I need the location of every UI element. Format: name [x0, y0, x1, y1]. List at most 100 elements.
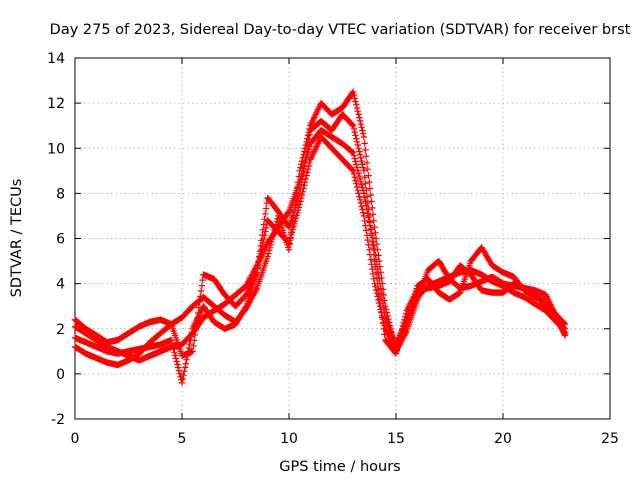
- data-point: [369, 245, 377, 252]
- data-point: [358, 124, 365, 131]
- data-point: [403, 307, 410, 314]
- data-point: [354, 187, 361, 194]
- data-point: [267, 241, 274, 249]
- data-point: [264, 253, 271, 260]
- data-point: [350, 91, 358, 99]
- data-point: [269, 233, 277, 240]
- data-point: [394, 344, 401, 351]
- data-point: [369, 238, 376, 245]
- data-point: [178, 379, 186, 387]
- data-point: [352, 98, 359, 105]
- data-point: [301, 163, 308, 170]
- data-point: [367, 225, 374, 232]
- data-point: [298, 181, 305, 188]
- data-point: [364, 166, 371, 173]
- data-point: [356, 117, 364, 125]
- y-axis: -2 0 2 4 6 8 10 12 14: [47, 51, 610, 428]
- data-point: [374, 246, 381, 253]
- data-point: [376, 297, 384, 304]
- data-point: [382, 306, 390, 313]
- data-point: [349, 121, 356, 129]
- data-point: [362, 222, 369, 229]
- data-point: [354, 108, 361, 115]
- data-point: [259, 231, 266, 239]
- data-point: [380, 319, 387, 326]
- x-axis: 0 5 10 15 20 25: [71, 58, 619, 447]
- data-point: [294, 184, 301, 191]
- data-point: [353, 104, 361, 112]
- data-point: [409, 295, 416, 303]
- data-point: [395, 341, 402, 348]
- data-point: [375, 296, 382, 303]
- data-point: [357, 154, 364, 162]
- data-point: [351, 95, 358, 102]
- data-point: [373, 274, 381, 282]
- data-point: [384, 312, 391, 320]
- data-point: [198, 282, 206, 289]
- data-point: [262, 205, 270, 212]
- data-point: [306, 131, 313, 138]
- data-point: [351, 155, 358, 162]
- data-point: [171, 349, 178, 356]
- data-point: [398, 328, 405, 336]
- data-point: [398, 325, 406, 333]
- data-point: [269, 235, 276, 243]
- data-point: [362, 180, 369, 187]
- x-tick-label: 0: [71, 431, 80, 447]
- data-point: [366, 246, 373, 253]
- data-point: [350, 170, 358, 178]
- y-tick-label: 4: [56, 277, 65, 293]
- data-point: [358, 203, 365, 210]
- data-point: [304, 145, 311, 152]
- data-point: [363, 187, 370, 194]
- data-point: [197, 287, 205, 295]
- data-point: [402, 313, 409, 320]
- data-point: [298, 176, 306, 183]
- data-point: [350, 149, 357, 156]
- data-point: [365, 172, 372, 179]
- y-tick-label: 10: [47, 141, 65, 157]
- chart-title: Day 275 of 2023, Sidereal Day-to-day VTE…: [50, 22, 631, 38]
- data-point: [359, 164, 367, 171]
- data-point: [361, 174, 368, 181]
- data-point: [359, 206, 366, 213]
- data-point: [188, 329, 196, 336]
- data-point: [358, 181, 365, 188]
- data-point: [356, 148, 363, 155]
- data-point: [366, 218, 373, 225]
- data-point: [182, 360, 189, 367]
- y-tick-label: 14: [47, 51, 65, 67]
- data-point: [256, 247, 264, 255]
- data-point: [353, 164, 361, 171]
- data-point: [357, 199, 364, 207]
- data-point: [199, 276, 206, 284]
- data-point: [374, 280, 381, 287]
- data-point: [301, 158, 309, 165]
- data-point: [189, 348, 196, 355]
- data-point: [270, 230, 277, 237]
- data-point: [258, 246, 265, 254]
- data-point: [369, 204, 376, 212]
- data-point: [251, 289, 258, 296]
- data-point: [358, 157, 365, 165]
- data-point: [370, 217, 377, 224]
- y-tick-label: 0: [56, 367, 65, 383]
- data-point: [561, 321, 569, 328]
- data-point: [385, 315, 392, 323]
- data-point: [184, 348, 192, 356]
- data-point: [350, 152, 358, 159]
- data-point: [185, 344, 193, 352]
- data-point: [396, 335, 403, 342]
- data-point: [197, 293, 204, 300]
- data-point: [253, 269, 261, 276]
- data-point: [355, 111, 362, 118]
- data-point: [377, 303, 384, 310]
- x-tick-label: 15: [387, 431, 405, 447]
- data-point: [351, 128, 358, 136]
- data-point: [366, 219, 374, 226]
- data-point: [261, 216, 268, 223]
- data-point: [179, 375, 186, 383]
- data-point: [410, 294, 417, 301]
- data-point: [302, 154, 309, 161]
- data-point: [181, 368, 188, 375]
